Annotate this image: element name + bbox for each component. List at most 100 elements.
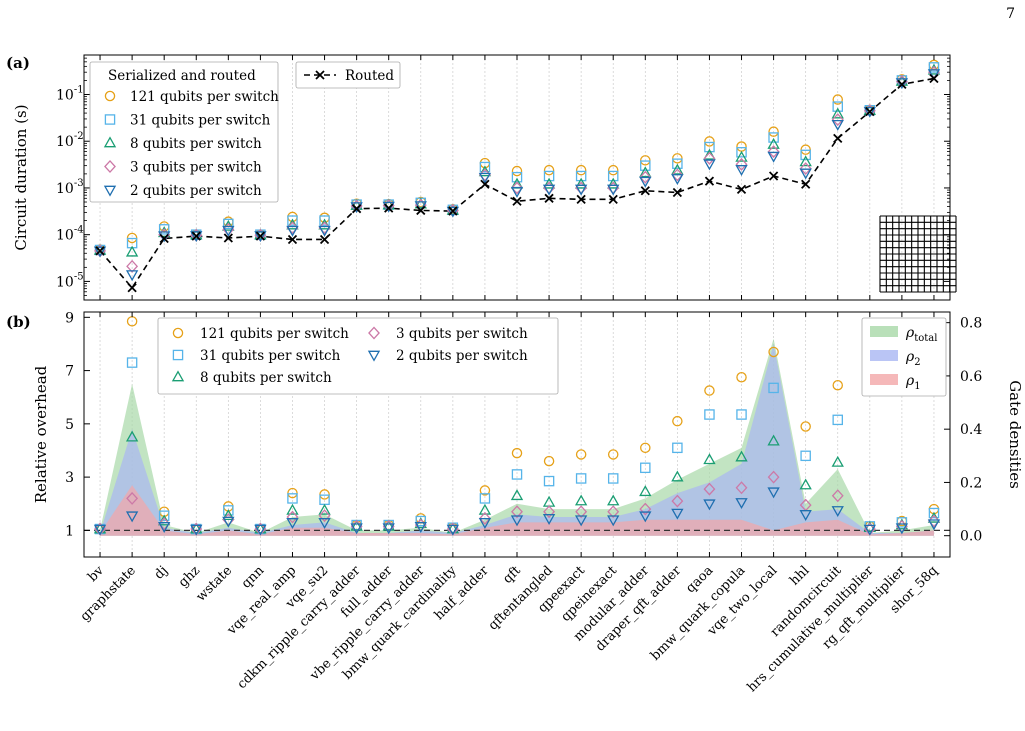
point-a-triangle-down [254, 231, 267, 243]
routed-point-stroke2 [159, 233, 169, 244]
point-a-triangle-down [639, 176, 652, 188]
point-b-square [736, 409, 747, 420]
legend-marker-b-diamond [368, 326, 380, 340]
point-b-diamond [831, 489, 844, 503]
point-b-triangle-down [478, 518, 492, 529]
legend-marker-b-triangle-down [367, 350, 381, 362]
legend-swatch-rho1 [870, 374, 898, 385]
point-b-square [575, 473, 587, 484]
y2-tick-label-b: 0.6 [960, 369, 982, 385]
point-a-square [928, 62, 940, 73]
point-b-triangle-down [927, 519, 941, 531]
legend-box-routed [295, 61, 401, 89]
routed-point [608, 194, 618, 204]
routed-point [801, 179, 811, 189]
y-tick-label-a: 10-1 [56, 84, 84, 103]
point-a-diamond [735, 157, 748, 171]
panel-label-a: (a) [6, 54, 30, 72]
y-tick-exponent: -4 [74, 225, 84, 236]
legend-label-b: 31 qubits per switch [200, 348, 341, 364]
routed-point-stroke2 [319, 234, 330, 245]
legend-marker-triangle-up [103, 136, 117, 148]
point-b-triangle-down [831, 506, 844, 518]
point-b-triangle-up [607, 494, 620, 506]
routed-point-stroke2 [672, 187, 683, 198]
y-tick-label-a: 10-4 [56, 225, 84, 244]
y-axis-label-b: Relative overhead [32, 365, 50, 503]
density-area-rho1 [100, 485, 934, 536]
point-a-triangle-down [671, 174, 684, 186]
routed-point [319, 234, 330, 245]
legend-box-b [157, 317, 559, 395]
routed-point-stroke2 [833, 133, 843, 144]
point-b-triangle-up [190, 522, 203, 534]
point-b-diamond [286, 510, 299, 524]
point-a-diamond [639, 170, 652, 184]
point-a-square [223, 218, 234, 230]
point-b-diamond [671, 494, 684, 508]
routed-point [287, 234, 298, 245]
routed-point [672, 187, 683, 198]
point-b-triangle-down [639, 511, 652, 523]
routed-point-stroke2 [287, 234, 298, 245]
point-a-square [319, 215, 330, 226]
legend-swatch-rho2 [870, 350, 898, 361]
point-a-square [704, 141, 715, 153]
lattice-icon [879, 215, 957, 293]
point-a-square [607, 170, 619, 182]
point-a-triangle-down [703, 159, 716, 171]
legend-label-b: 121 qubits per switch [200, 326, 349, 342]
routed-point [223, 233, 233, 243]
routed-point-stroke2 [544, 193, 554, 203]
routed-point [191, 231, 201, 241]
routed-point [384, 203, 394, 213]
point-a-triangle-down [286, 225, 299, 237]
legend-density-subscript: 1 [914, 381, 920, 392]
point-b-diamond [478, 511, 491, 525]
point-a-triangle-down [93, 246, 107, 258]
point-b-triangle-down [574, 515, 588, 527]
point-b-triangle-down [671, 508, 684, 520]
point-b-triangle-down [510, 515, 524, 527]
legend-swatch-rho_total [870, 326, 898, 337]
legend-routed-marker-stroke2 [315, 70, 325, 80]
y-tick-label-a: 10-2 [56, 131, 84, 150]
routed-point-stroke2 [801, 179, 811, 189]
point-b-square [126, 357, 138, 368]
routed-point-stroke2 [480, 179, 490, 189]
routed-point [351, 204, 362, 214]
point-b-circle [640, 442, 651, 454]
legend-marker-circle [104, 90, 116, 102]
point-a-square [832, 101, 843, 112]
y-tick-label-b: 1 [65, 523, 74, 539]
point-b-diamond [703, 482, 716, 496]
routed-point-stroke2 [223, 233, 233, 243]
point-b-circle [800, 421, 811, 432]
x-tick-label: dj [152, 563, 171, 582]
point-a-triangle-up [735, 150, 748, 162]
point-b-triangle-down [190, 524, 203, 536]
point-b-triangle-down [895, 523, 909, 535]
legend-marker-b-triangle-up [171, 370, 185, 382]
x-tick-label: ghz [176, 563, 203, 590]
point-b-triangle-down [735, 498, 748, 510]
point-a-triangle-down [510, 186, 524, 198]
point-a-triangle-down [125, 270, 139, 282]
y2-tick-label-b: 0.0 [960, 529, 982, 545]
point-b-diamond [735, 481, 748, 495]
point-b-diamond [767, 470, 780, 484]
point-b-circle [704, 385, 715, 396]
routed-point-stroke2 [865, 106, 875, 117]
point-a-diamond [126, 259, 139, 273]
y-tick-exponent: -2 [74, 131, 84, 142]
point-b-triangle-up [478, 503, 492, 515]
y-tick-exponent: -1 [74, 84, 84, 95]
y-tick-label-a: 10-5 [56, 271, 84, 290]
point-a-square [543, 170, 555, 182]
point-b-triangle-down [863, 524, 876, 536]
point-b-diamond [607, 505, 620, 519]
point-b-triangle-up [125, 430, 139, 442]
point-b-triangle-up [382, 519, 395, 531]
routed-point [929, 73, 939, 84]
point-a-triangle-down [414, 201, 427, 213]
